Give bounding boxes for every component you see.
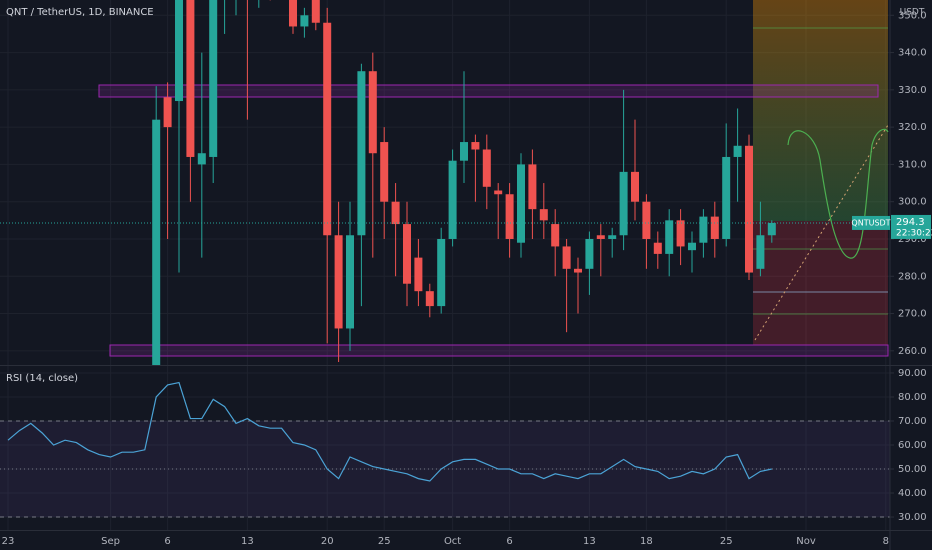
candle-body	[574, 268, 582, 273]
candle-body	[346, 235, 354, 329]
candle-body	[311, 0, 320, 23]
candle-body	[710, 216, 719, 239]
x-tick-label: 6	[506, 536, 512, 547]
candle-body	[608, 235, 617, 239]
resistance-zone	[98, 84, 879, 98]
candles	[152, 0, 776, 365]
y-tick-label: 30.00	[898, 512, 927, 523]
candle-body	[642, 201, 651, 239]
x-tick-label: Nov	[796, 536, 816, 547]
candle-body	[380, 142, 389, 202]
candle-body	[425, 291, 434, 307]
candle-body	[551, 224, 560, 247]
y-tick-label: 310.0	[898, 159, 927, 170]
symbol-label: QNTUSDT	[851, 218, 890, 227]
x-tick-label: 18	[640, 536, 653, 547]
countdown: 22:30:22	[896, 228, 932, 238]
y-tick-label: 290.0	[898, 234, 927, 245]
candle-body	[631, 171, 639, 202]
candle-body	[460, 142, 468, 161]
candle-body	[209, 0, 218, 157]
candle-body	[756, 235, 765, 269]
x-tick-label: 8	[883, 536, 889, 547]
y-tick-label: 60.00	[898, 440, 927, 451]
support-zone	[109, 344, 889, 357]
y-tick-label: 90.00	[898, 368, 927, 379]
x-tick-label: 6	[164, 536, 170, 547]
x-tick-label: Oct	[444, 536, 461, 547]
y-tick-label: 260.0	[898, 346, 927, 357]
candle-body	[722, 156, 731, 239]
candle-body	[676, 220, 685, 247]
y-tick-label: 40.00	[898, 488, 927, 499]
stop-zone	[753, 221, 888, 345]
price-label-box	[891, 214, 931, 239]
rsi-title: RSI (14, close)	[6, 373, 78, 384]
candle-body	[357, 71, 366, 236]
candle-body	[539, 209, 548, 221]
y-tick-label: 350.0	[898, 10, 927, 21]
chart-title: QNT / TetherUS, 1D, BINANCE	[6, 7, 154, 18]
candle-body	[437, 238, 446, 307]
candle-body	[300, 15, 309, 27]
y-tick-label: 340.0	[898, 48, 927, 59]
y-tick-label: 70.00	[898, 416, 927, 427]
candle-body	[517, 164, 525, 243]
candle-body	[152, 119, 161, 365]
projection-line	[754, 124, 889, 341]
candle-body	[505, 194, 514, 239]
candle-body	[334, 235, 343, 329]
candle-body	[197, 153, 206, 165]
candle-body	[585, 238, 594, 269]
candle-body	[745, 145, 753, 273]
y-tick-label: 320.0	[898, 122, 927, 133]
axes: 260.0 270.0 280.0 290.0 300.0 310.0 320.0 330.0…	[0, 10, 932, 547]
price-label: 294.3	[896, 217, 925, 228]
candle-body	[482, 149, 491, 187]
candle-body	[289, 0, 297, 27]
candle-body	[494, 190, 503, 195]
candle-body	[323, 22, 332, 236]
candle-body	[653, 242, 662, 254]
y-tick-label: 280.0	[898, 271, 927, 282]
candle-body	[368, 71, 377, 154]
y-tick-label: 50.00	[898, 464, 927, 475]
x-tick-label: 23	[2, 536, 15, 547]
candle-body	[688, 242, 696, 251]
candle-body	[471, 142, 480, 150]
y-tick-label: 270.0	[898, 309, 927, 320]
candle-body	[448, 160, 457, 239]
candle-body	[665, 220, 674, 254]
x-tick-label: 20	[321, 536, 334, 547]
target-zone	[753, 0, 888, 221]
y-tick-label: 80.00	[898, 392, 927, 403]
candle-body	[391, 201, 400, 225]
candle-body	[562, 246, 571, 269]
candle-body	[414, 257, 423, 292]
candle-body	[699, 216, 708, 243]
x-tick-label: 25	[378, 536, 391, 547]
candle-body	[596, 235, 605, 239]
candle-body	[528, 164, 537, 210]
candle-body	[767, 222, 776, 236]
hand-drawn-curve	[787, 128, 889, 259]
candle-body	[403, 224, 411, 284]
x-tick-label: 25	[720, 536, 733, 547]
drawings	[98, 0, 889, 357]
candle-body	[163, 97, 172, 128]
candle-body	[175, 0, 183, 102]
x-tick-label: 13	[241, 536, 254, 547]
candle-body	[186, 0, 195, 157]
symbol-label-box	[852, 215, 890, 230]
rsi-line	[7, 381, 772, 482]
y-tick-label: 300.0	[898, 197, 927, 208]
rsi-pane	[0, 381, 890, 518]
candle-body	[619, 171, 628, 236]
candle-body	[733, 145, 742, 157]
x-tick-label: Sep	[101, 536, 120, 547]
y-tick-label: 330.0	[898, 85, 927, 96]
currency: USDT	[900, 8, 925, 18]
x-tick-label: 13	[583, 536, 596, 547]
